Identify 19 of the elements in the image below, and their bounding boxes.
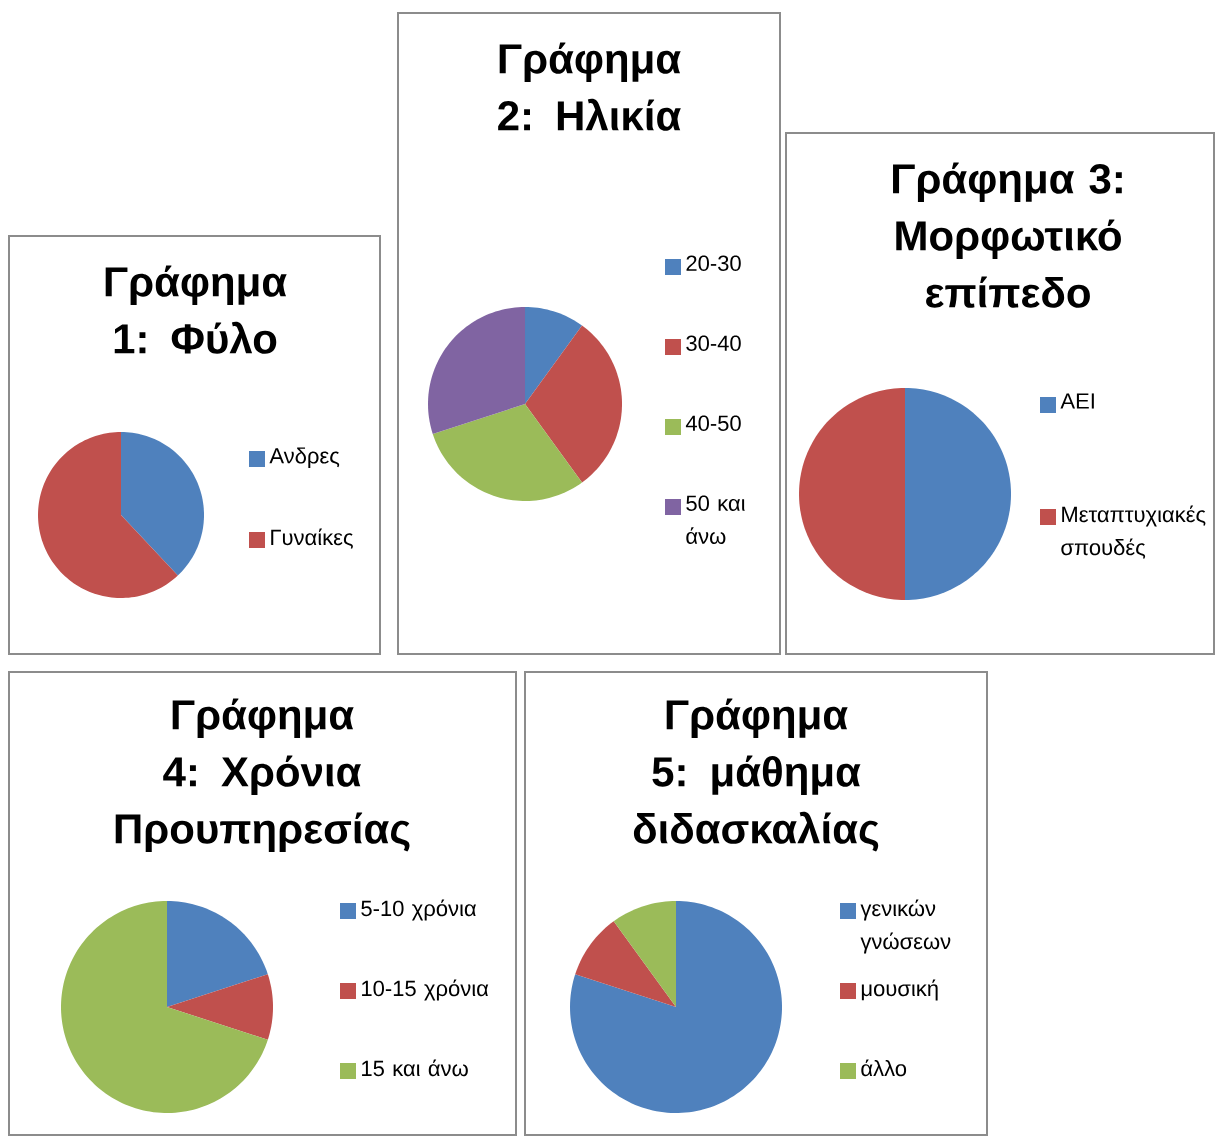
- legend-label: 20-30: [686, 255, 741, 271]
- legend-label: 40-50: [685, 415, 741, 431]
- legend-label: 15 και άνω: [362, 1059, 468, 1077]
- legend-label: 30-40: [686, 335, 741, 351]
- chart-title: Γράφημα 4: Χρόνια Προυπηρεσίας: [115, 698, 410, 853]
- legend-label: 50 και άνω: [686, 495, 745, 544]
- legend-label: γενικών γνώσεων: [860, 899, 951, 954]
- legend-label: άλλο: [861, 1059, 907, 1077]
- legend-label: ΑΕΙ: [1060, 393, 1094, 409]
- legend-label: Μεταπτυχιακές σπουδές: [1061, 505, 1206, 559]
- chart-title: Γράφημα 2: Ηλικία: [498, 42, 681, 131]
- legend-label: μουσική: [861, 979, 938, 1001]
- chart-title: Γράφημα 5: μάθημα διδασκαλίας: [633, 698, 879, 852]
- legend-label: 10-15 χρόνια: [362, 979, 489, 1001]
- chart-title: Γράφημα 1: Φύλο: [105, 265, 287, 354]
- legend-label: Ανδρες: [269, 447, 340, 468]
- legend-label: Γυναίκες: [271, 528, 353, 549]
- legend-label: 5-10 χρόνια: [361, 899, 477, 921]
- chart-title: Γράφημα 3: Μορφωτικό επίπεδο: [893, 162, 1122, 308]
